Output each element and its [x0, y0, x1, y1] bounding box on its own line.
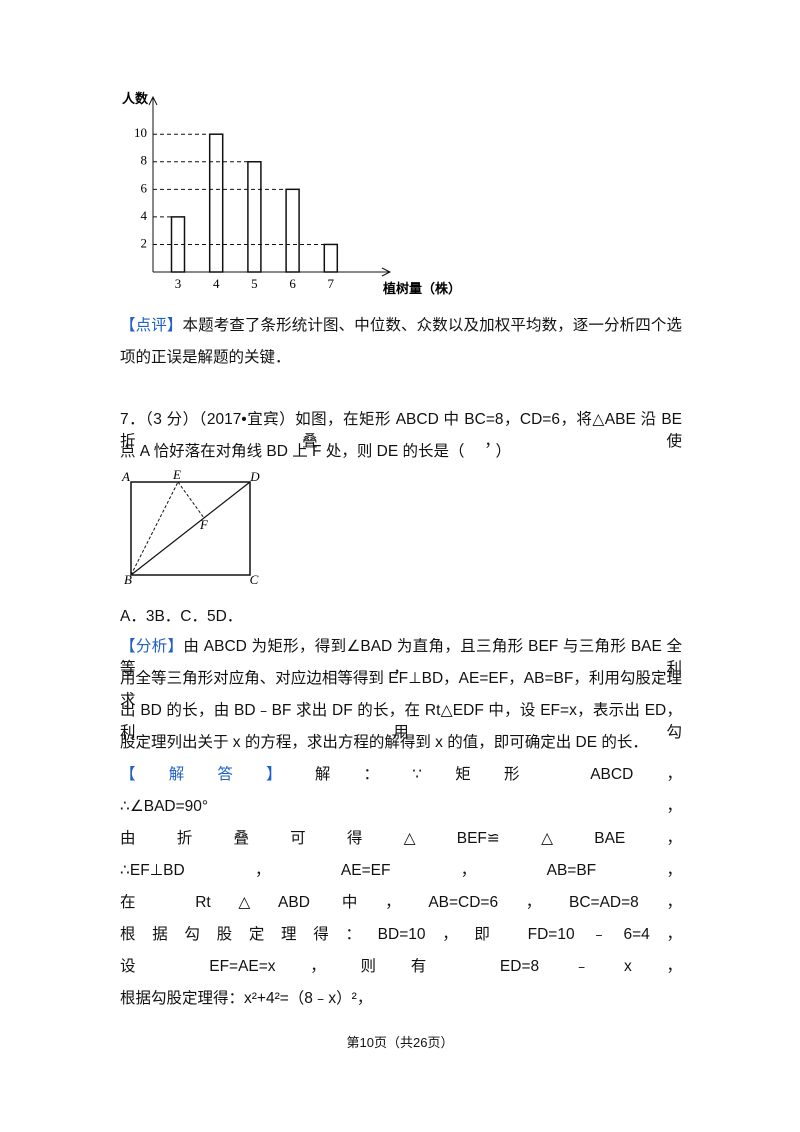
point-label: A — [121, 469, 130, 484]
x-tick-label: 7 — [328, 276, 335, 291]
y-tick-label: 10 — [134, 125, 147, 140]
solution-line: ∴∠BAD=90°， — [120, 796, 682, 818]
question-line: 7．（3 分）（2017•宜宾）如图，在矩形 ABCD 中 BC=8，CD=6，… — [120, 409, 682, 450]
options: A．3B．C．5D． — [120, 606, 242, 628]
text: ∴∠BAD=90°， — [120, 798, 682, 815]
text: 本题考查了条形统计图、中位数、众数以及加权平均数，逐一分析四个选 — [182, 317, 682, 334]
question-line: 点 A 恰好落在对角线 BD 上 F 处，则 DE 的长是（ ） — [120, 441, 511, 463]
text: 项的正误是解题的关键． — [120, 349, 291, 366]
rectangle — [130, 481, 251, 576]
point-label: E — [172, 467, 181, 482]
text: 点 A 恰好落在对角线 BD 上 F 处，则 DE 的长是（ ） — [120, 443, 511, 460]
text: A．3B．C．5D． — [120, 608, 243, 625]
bar — [323, 243, 339, 273]
solution-line: ∴EF⊥BD，AE=EF，AB=BF， — [120, 860, 682, 882]
footer: 第10页（共26页） — [346, 1035, 454, 1050]
comment-line: 【点评】本题考查了条形统计图、中位数、众数以及加权平均数，逐一分析四个选 — [120, 315, 682, 337]
y-tick-label: 4 — [141, 208, 148, 223]
x-axis-label: 植树量（株） — [382, 281, 461, 296]
text: 根据勾股定理得：BD=10，即 FD=10﹣6=4， — [120, 926, 682, 943]
bar — [285, 188, 300, 273]
text: 股定理列出关于 x 的方程，求出方程的解得到 x 的值，即可确定出 DE 的长． — [120, 734, 648, 751]
geometry-figure — [130, 481, 251, 576]
point-label: C — [250, 572, 259, 587]
y-axis-label: 人数 — [122, 91, 149, 106]
analysis-line: 用全等三角形对应角、对应边相等得到 EF⊥BD，AE=EF，AB=BF，利用勾股… — [120, 668, 682, 709]
text: 解：∵矩形 ABCD， — [314, 766, 682, 783]
x-tick-label: 3 — [175, 276, 182, 291]
analysis-line: 出 BD 的长，由 BD﹣BF 求出 DF 的长，在 Rt△EDF 中，设 EF… — [120, 700, 682, 741]
section-label: 【解答】 — [120, 766, 315, 783]
text: 在 Rt△ABD 中，AB=CD=6，BC=AD=8， — [120, 894, 682, 911]
y-axis-arrow — [148, 95, 158, 106]
analysis-line: 【分析】由 ABCD 为矩形，得到∠BAD 为直角，且三角形 BEF 与三角形 … — [120, 636, 682, 677]
y-tick-label: 2 — [141, 235, 148, 250]
point-label: B — [124, 572, 132, 587]
x-axis-arrow — [381, 267, 392, 277]
point-label: D — [249, 469, 260, 484]
solution-line: 由折叠可得△BEF≌△BAE， — [120, 828, 682, 850]
text: 用全等三角形对应角、对应边相等得到 EF⊥BD，AE=EF，AB=BF，利用勾股… — [120, 670, 682, 709]
text: 由折叠可得△BEF≌△BAE， — [120, 830, 682, 847]
bar — [247, 161, 262, 273]
solution-line: 设 EF=AE=x，则有 ED=8﹣x， — [120, 956, 682, 978]
text: 出 BD 的长，由 BD﹣BF 求出 DF 的长，在 Rt△EDF 中，设 EF… — [120, 702, 682, 741]
x-tick-label: 6 — [289, 276, 296, 291]
bar — [208, 133, 224, 273]
solution-line: 在 Rt△ABD 中，AB=CD=6，BC=AD=8， — [120, 892, 682, 914]
x-tick-label: 5 — [251, 276, 258, 291]
x-tick-label: 4 — [213, 276, 220, 291]
solution-line: 【解答】解：∵矩形 ABCD， — [120, 764, 682, 786]
text: 由 ABCD 为矩形，得到∠BAD 为直角，且三角形 BEF 与三角形 BAE … — [120, 638, 682, 677]
comment-line: 项的正误是解题的关键． — [120, 347, 291, 369]
text: ∴EF⊥BD，AE=EF，AB=BF， — [120, 862, 682, 879]
point-label: F — [199, 517, 209, 532]
solution-line: 根据勾股定理得：x²+4²=（8﹣x）²， — [120, 988, 372, 1010]
y-tick-label: 8 — [141, 153, 148, 168]
text: 7．（3 分）（2017•宜宾）如图，在矩形 ABCD 中 BC=8，CD=6，… — [120, 411, 682, 450]
text: 设 EF=AE=x，则有 ED=8﹣x， — [120, 958, 682, 975]
text: 根据勾股定理得：x²+4²=（8﹣x）²， — [120, 990, 373, 1007]
diagonal — [130, 481, 251, 576]
fold-line — [177, 481, 205, 519]
solution-line: 根据勾股定理得：BD=10，即 FD=10﹣6=4， — [120, 924, 682, 946]
section-label: 【分析】 — [120, 638, 184, 655]
section-label: 【点评】 — [120, 317, 183, 334]
analysis-line: 股定理列出关于 x 的方程，求出方程的解得到 x 的值，即可确定出 DE 的长． — [120, 732, 648, 754]
y-tick-label: 6 — [141, 180, 148, 195]
fold-line — [130, 481, 179, 576]
